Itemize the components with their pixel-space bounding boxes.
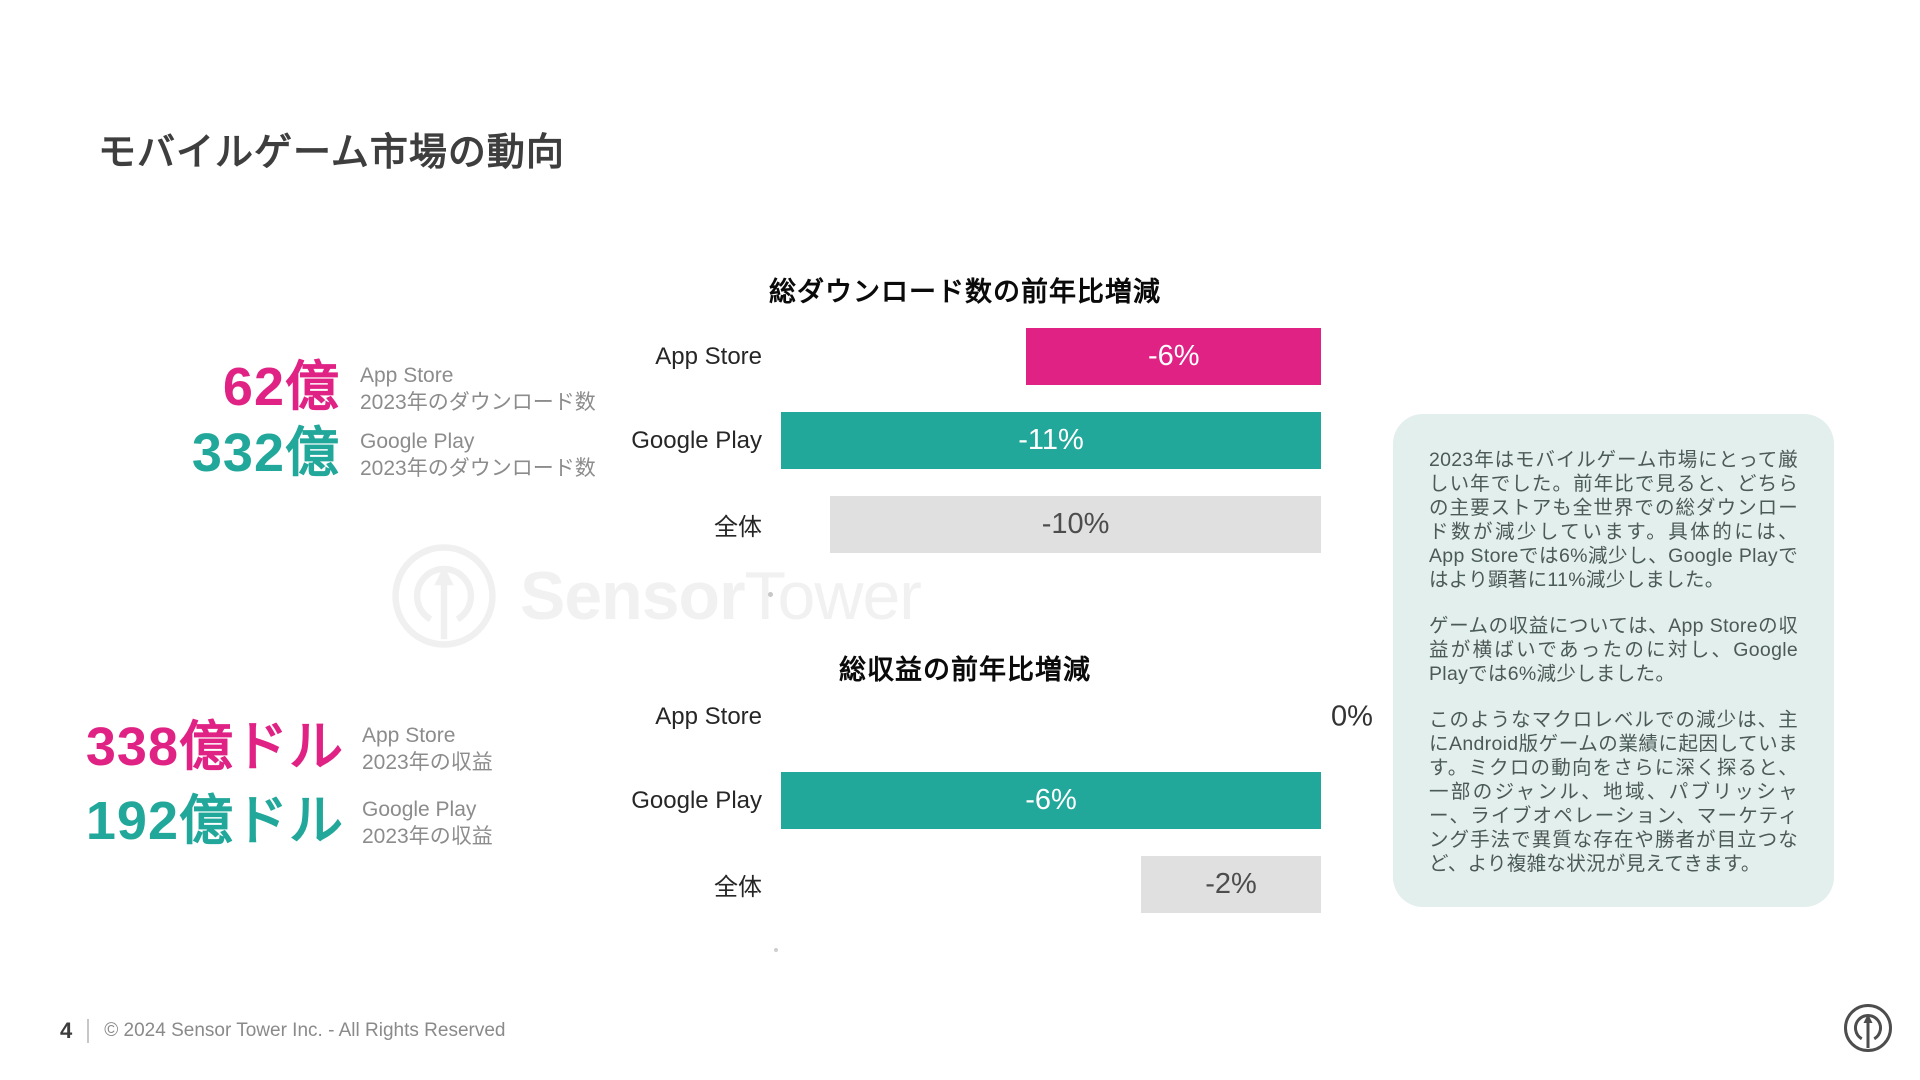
artifact-dot bbox=[774, 948, 778, 952]
copyright-text: © 2024 Sensor Tower Inc. - All Rights Re… bbox=[104, 1020, 506, 1041]
store-desc: 2023年のダウンロード数 bbox=[360, 457, 596, 480]
bar: -6% bbox=[1026, 328, 1321, 385]
bar-track: -6% bbox=[781, 328, 1321, 385]
store-desc: 2023年の収益 bbox=[362, 751, 493, 774]
chart-revenue: App Store 0% Google Play -6% 全体 -2% bbox=[557, 688, 1373, 940]
bar-value-label: 0% bbox=[1331, 700, 1373, 732]
bar: -6% bbox=[781, 772, 1321, 829]
footer-divider bbox=[87, 1019, 90, 1043]
chart-row: Google Play -6% bbox=[557, 772, 1321, 829]
store-name: App Store bbox=[362, 724, 456, 747]
chart-row: App Store -6% bbox=[557, 328, 1321, 385]
bar: -2% bbox=[1141, 856, 1321, 913]
sensor-tower-logo-icon bbox=[1844, 1004, 1892, 1052]
bar-category-label: App Store bbox=[655, 342, 762, 370]
insight-panel: 2023年はモバイルゲーム市場にとって厳しい年でした。前年比で見ると、どちらの主… bbox=[1393, 414, 1834, 907]
bar-category-label: Google Play bbox=[631, 426, 762, 454]
bar-track: 0% bbox=[781, 688, 1373, 745]
bar-track: -2% bbox=[781, 856, 1321, 913]
stat-revenue-googleplay-label: Google Play 2023年の収益 bbox=[362, 796, 493, 850]
bar-value-label: -11% bbox=[1018, 424, 1084, 456]
artifact-dot bbox=[768, 592, 773, 597]
bar-category-label: App Store bbox=[655, 702, 762, 730]
chart-downloads: App Store -6% Google Play -11% 全体 -10% bbox=[557, 328, 1321, 580]
stat-downloads-appstore-label: App Store 2023年のダウンロード数 bbox=[360, 362, 596, 416]
bar-category-label: 全体 bbox=[714, 874, 762, 901]
bar-value-label: -10% bbox=[1041, 508, 1110, 540]
chart-revenue-title: 総収益の前年比増減 bbox=[839, 655, 1091, 685]
page-number: 4 bbox=[60, 1018, 73, 1043]
store-name: Google Play bbox=[362, 798, 477, 821]
bar-category-label: Google Play bbox=[631, 786, 762, 814]
store-desc: 2023年のダウンロード数 bbox=[360, 391, 596, 414]
bar-track: -6% bbox=[781, 772, 1321, 829]
footer: 4 © 2024 Sensor Tower Inc. - All Rights … bbox=[60, 1018, 505, 1044]
bar: -11% bbox=[781, 412, 1321, 469]
store-desc: 2023年の収益 bbox=[362, 825, 493, 848]
bar-value-label: -6% bbox=[1147, 340, 1200, 372]
insight-paragraph: このようなマクロレベルでの減少は、主にAndroid版ゲームの業績に起因していま… bbox=[1429, 709, 1798, 875]
bar-category-label: 全体 bbox=[714, 514, 762, 541]
insight-paragraph: 2023年はモバイルゲーム市場にとって厳しい年でした。前年比で見ると、どちらの主… bbox=[1429, 449, 1798, 591]
stat-revenue-appstore-value: 338億ドル bbox=[85, 717, 344, 777]
chart-row: 全体 -2% bbox=[557, 856, 1321, 913]
chart-row: App Store 0% bbox=[557, 688, 1373, 745]
page-title: モバイルゲーム市場の動向 bbox=[98, 132, 565, 175]
store-name: Google Play bbox=[360, 430, 475, 453]
bar-value-label: -6% bbox=[1025, 784, 1077, 816]
stat-downloads-appstore-value: 62億 bbox=[222, 357, 340, 417]
stat-downloads-googleplay-value: 332億 bbox=[191, 423, 340, 483]
bar-track: -11% bbox=[781, 412, 1321, 469]
sensor-tower-logo-icon bbox=[392, 544, 496, 648]
chart-downloads-title: 総ダウンロード数の前年比増減 bbox=[769, 277, 1161, 307]
chart-row: 全体 -10% bbox=[557, 496, 1321, 553]
insight-paragraph: ゲームの収益については、App Storeの収益が横ばいであったのに対し、Goo… bbox=[1429, 615, 1798, 685]
bar-track: -10% bbox=[781, 496, 1321, 553]
stat-revenue-googleplay-value: 192億ドル bbox=[85, 791, 344, 851]
stat-downloads-googleplay-label: Google Play 2023年のダウンロード数 bbox=[360, 428, 596, 482]
bar: -10% bbox=[830, 496, 1321, 553]
chart-row: Google Play -11% bbox=[557, 412, 1321, 469]
store-name: App Store bbox=[360, 364, 454, 387]
stat-revenue-appstore-label: App Store 2023年の収益 bbox=[362, 722, 493, 776]
bar-value-label: -2% bbox=[1205, 868, 1257, 900]
